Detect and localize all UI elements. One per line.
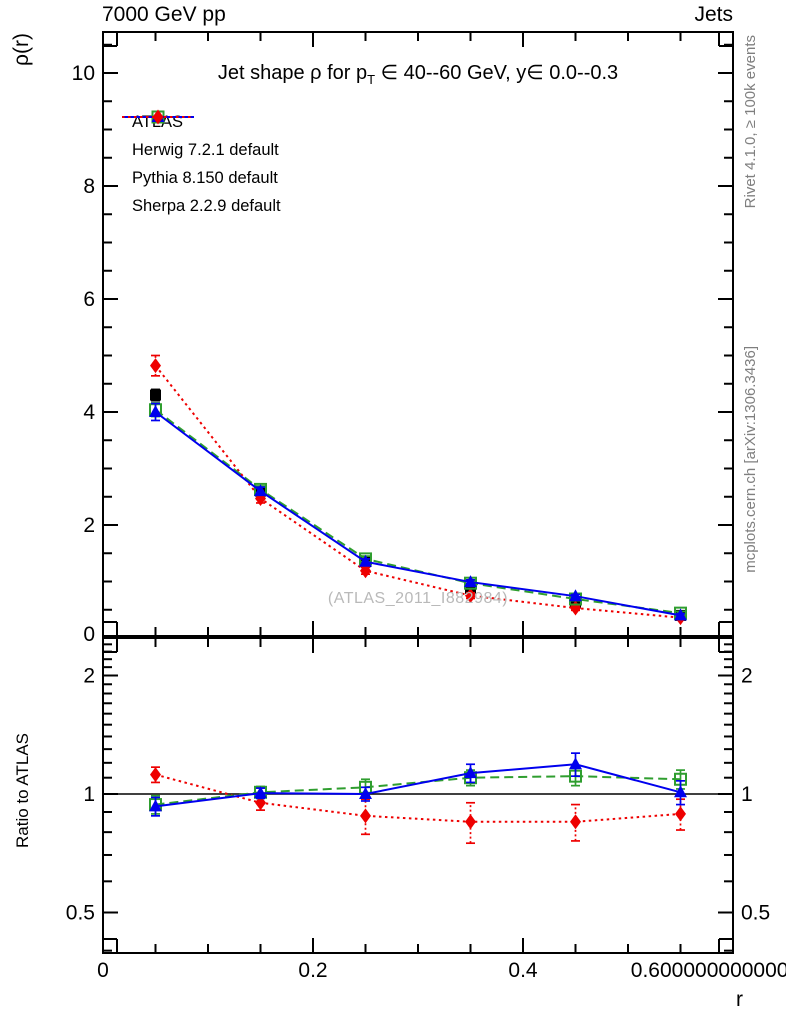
legend-item-sherpa: Sherpa 2.2.9 default	[120, 109, 281, 220]
analysis-id-watermark: (ATLAS_2011_I882984)	[327, 590, 509, 607]
legend-label-sherpa: Sherpa 2.2.9 default	[132, 196, 281, 215]
svg-text:2: 2	[83, 665, 95, 688]
y-axis-title-ratio: Ratio to ATLAS	[13, 733, 32, 848]
svg-text:2: 2	[83, 514, 95, 537]
svg-text:0.5: 0.5	[741, 902, 770, 925]
mcplots-arxiv-caption: mcplots.cern.ch [arXiv:1306.3436]	[742, 346, 759, 573]
legend-label-herwig: Herwig 7.2.1 default	[132, 140, 279, 159]
legend-label-pythia: Pythia 8.150 default	[132, 168, 278, 187]
plot-title-pre: Jet shape ρ for p	[217, 62, 368, 84]
svg-text:0.2: 0.2	[298, 959, 327, 982]
svg-text:0: 0	[83, 623, 95, 646]
x-axis-title: r	[736, 988, 743, 1011]
svg-text:0.4: 0.4	[508, 959, 538, 982]
legend-item-pythia: Pythia 8.150 default	[120, 110, 281, 192]
legend-marker-sherpa-icon	[122, 109, 194, 125]
y-axis-title-main: ρ(r)	[10, 33, 33, 66]
legend: ATLAS Herwig 7.2.1 default Pythia 8.150 …	[120, 108, 281, 220]
svg-text:0.6000000000000001: 0.6000000000000001	[631, 959, 786, 982]
series-herwig	[149, 766, 687, 815]
legend-item-herwig: Herwig 7.2.1 default	[120, 110, 281, 164]
header-observable-label: Jets	[694, 3, 733, 26]
svg-text:4: 4	[83, 401, 95, 424]
series-pythia	[149, 402, 687, 621]
svg-text:6: 6	[83, 288, 95, 311]
svg-text:10: 10	[72, 62, 95, 85]
svg-text:8: 8	[83, 175, 95, 198]
svg-text:1: 1	[83, 783, 95, 806]
series-sherpa	[150, 354, 686, 626]
series-sherpa	[150, 766, 686, 845]
svg-text:2: 2	[741, 665, 753, 688]
series-atlas	[150, 388, 686, 621]
axis-ticks	[102, 33, 734, 952]
plot-title: Jet shape ρ for pT ∈ 40--60 GeV, y∈ 0.0-…	[103, 60, 733, 87]
series-herwig	[149, 402, 687, 620]
rivet-version-caption: Rivet 4.1.0, ≥ 100k events	[742, 35, 759, 209]
svg-text:1: 1	[741, 783, 753, 806]
plot-title-subscript: T	[367, 72, 376, 87]
panel-frames	[102, 31, 734, 954]
header-beam-label: 7000 GeV pp	[102, 3, 226, 26]
svg-text:0.5: 0.5	[66, 902, 95, 925]
axis-tick-labels: 0 0.2 0.4 0.6000000000000001 0 2 4 6 8 10 0.5 0.5 1 1…	[66, 62, 786, 982]
series-pythia	[149, 752, 687, 817]
svg-text:0: 0	[97, 959, 109, 982]
plot-title-post: ∈ 40--60 GeV, y∈ 0.0--0.3	[375, 62, 619, 84]
